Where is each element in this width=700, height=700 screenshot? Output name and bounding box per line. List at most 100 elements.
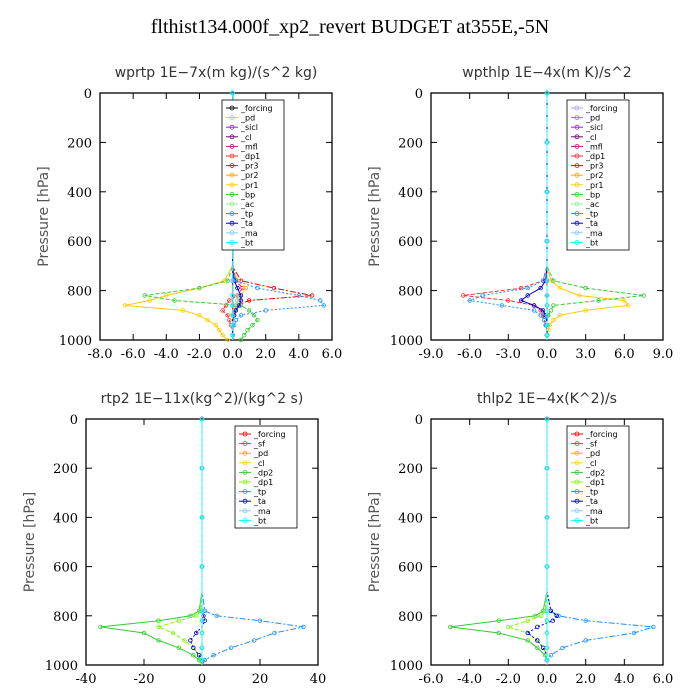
x-tick-label: -6.0	[457, 347, 482, 362]
x-tick-label: -4.0	[457, 672, 482, 687]
data-point	[250, 323, 255, 328]
data-point	[202, 618, 208, 623]
panel-title: wpthlp 1E−4x(m K)/s^2	[462, 65, 631, 81]
data-point	[205, 318, 210, 323]
data-point	[225, 337, 230, 343]
legend-label: _tp	[585, 488, 598, 497]
legend-marker	[574, 182, 580, 188]
y-tick-label: 600	[53, 561, 78, 576]
y-tick-label: 0	[415, 87, 423, 102]
data-point	[506, 624, 511, 630]
data-point	[544, 645, 550, 650]
data-point	[251, 638, 257, 643]
data-point	[550, 618, 555, 623]
data-point	[272, 630, 277, 636]
data-point	[255, 318, 260, 323]
data-point	[525, 618, 530, 623]
data-point	[202, 608, 208, 614]
legend-label: _tp	[253, 488, 266, 497]
legend-label: _pd	[585, 114, 600, 123]
legend-marker	[574, 239, 580, 245]
legend-marker	[242, 508, 248, 514]
legend-label: _dp1	[253, 478, 273, 487]
data-point	[548, 308, 554, 313]
legend-label: _pd	[585, 449, 600, 458]
data-point	[531, 308, 537, 313]
data-point	[557, 285, 563, 291]
legend-label: _ma	[585, 507, 603, 516]
y-tick-label: 400	[53, 511, 78, 526]
data-point	[309, 293, 315, 298]
data-point	[225, 278, 230, 283]
legend-marker	[574, 153, 580, 159]
data-point	[180, 308, 186, 313]
legend-marker	[574, 191, 580, 197]
x-tick-label: 0.0	[537, 672, 558, 687]
data-point	[142, 293, 147, 298]
legend-label: _dp1	[585, 152, 605, 161]
chart-panel-3: rtp2 1E−11x(kg^2)/(kg^2 s) Pressure [hPa]…	[22, 391, 326, 687]
data-point	[539, 613, 544, 618]
legend-label: _dp1	[585, 478, 605, 487]
legend-marker	[229, 211, 235, 217]
data-point	[535, 638, 540, 643]
data-point	[544, 90, 550, 96]
data-point	[544, 238, 550, 244]
legend-label: _forcing	[585, 104, 618, 113]
legend-marker	[574, 230, 580, 236]
legend-label: _dp2	[253, 468, 273, 477]
data-point	[301, 624, 306, 630]
x-tick-label: -8.0	[87, 347, 112, 362]
data-point	[182, 638, 187, 643]
data-point	[176, 618, 181, 623]
x-tick-label: 0.0	[222, 347, 243, 362]
legend-label: _ac	[585, 200, 599, 209]
plot-frame	[99, 92, 333, 341]
data-point	[196, 653, 202, 658]
x-tick-label: -4.0	[154, 347, 179, 362]
x-tick-label: -20	[134, 672, 155, 687]
y-axis-label: Pressure [hPa]	[367, 166, 383, 266]
series-line-dp1	[157, 419, 203, 666]
data-point	[233, 318, 239, 323]
legend-label: _pr3	[585, 162, 603, 171]
y-tick-label: 400	[398, 186, 423, 201]
page-title: flthist134.000f_xp2_revert BUDGET at355E…	[150, 16, 550, 38]
data-point	[544, 515, 550, 520]
legend-label: _ta	[585, 219, 598, 228]
legend-marker	[242, 431, 248, 437]
data-point	[238, 293, 244, 298]
data-point	[225, 313, 230, 318]
legend-marker	[229, 134, 235, 140]
series-line-ta	[526, 419, 558, 665]
data-point	[263, 308, 268, 313]
legend-label: _bp	[240, 190, 255, 199]
x-tick-label: -3.0	[496, 347, 521, 362]
x-tick-label: 6.0	[653, 672, 674, 687]
series-line-dp2	[450, 419, 548, 665]
legend-marker	[242, 469, 248, 475]
panel-title: rtp2 1E−11x(kg^2)/(kg^2 s)	[101, 391, 304, 407]
data-point	[220, 332, 225, 338]
chart-panel-1: wprtp 1E−7x(m kg)/(s^2 kg) Pressure [hPa]…	[36, 65, 342, 362]
legend-marker	[574, 115, 580, 120]
y-tick-label: 600	[398, 561, 423, 576]
data-point	[241, 332, 247, 338]
series-line-pr3	[232, 93, 313, 340]
y-tick-label: 200	[67, 136, 92, 151]
data-point	[538, 313, 543, 318]
legend-marker	[574, 220, 580, 226]
legend-marker	[229, 239, 235, 245]
legend-label: _ta	[253, 497, 266, 506]
data-point	[199, 515, 205, 520]
x-tick-label: 20	[252, 672, 269, 687]
data-point	[596, 298, 601, 303]
x-tick-label: 3.0	[575, 347, 596, 362]
y-axis-label: Pressure [hPa]	[22, 492, 38, 592]
data-point	[246, 298, 252, 303]
data-point	[147, 298, 152, 303]
data-point	[141, 630, 147, 636]
legend-label: _cl	[240, 133, 252, 142]
data-point	[217, 327, 222, 333]
legend-label: _forcing	[240, 104, 273, 113]
